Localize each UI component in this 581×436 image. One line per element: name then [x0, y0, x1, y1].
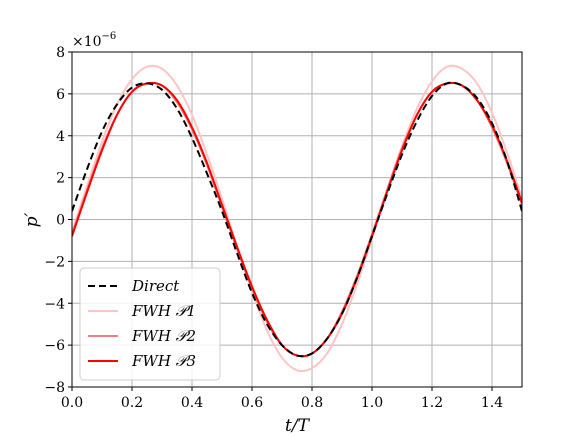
series-lines [72, 64, 522, 373]
x-axis-label: t/T [285, 416, 311, 436]
direct-series-line [72, 81, 522, 358]
legend-label: FWH 𝒫2 [131, 327, 196, 345]
y-tick-label: −4 [44, 296, 65, 312]
x-tick-label: 0.8 [301, 395, 323, 411]
legend-entry-fwh-p2: FWH 𝒫2 [88, 327, 196, 345]
x-tick-label: 0.0 [61, 395, 83, 411]
legend-label: Direct [131, 277, 180, 295]
x-tick-label: 1.2 [421, 395, 443, 411]
y-scale-factor: ×10−6 [72, 31, 116, 50]
x-tick-label: 1.0 [361, 395, 383, 411]
x-tick-label: 0.4 [181, 395, 203, 411]
y-tick-label: 8 [56, 45, 65, 61]
axis-ticks: 0.0 0.2 0.4 0.6 0.8 1.0 1.2 1.4 −8 −6 −4 −2 0 2 4 6 8 [44, 45, 503, 411]
x-tick-label: 0.2 [121, 395, 143, 411]
x-tick-label: 0.6 [241, 395, 263, 411]
y-tick-label: 6 [56, 87, 65, 103]
legend-entry-fwh-p3: FWH 𝒫3 [88, 352, 196, 370]
fwh-p1-series-line [72, 64, 522, 373]
legend-entry-fwh-p1: FWH 𝒫1 [88, 302, 196, 320]
y-tick-label: −2 [44, 254, 65, 270]
legend-label: FWH 𝒫1 [131, 302, 196, 320]
y-tick-label: 0 [56, 213, 65, 229]
y-tick-label: 2 [56, 171, 65, 187]
y-tick-label: −6 [44, 338, 65, 354]
legend: Direct FWH 𝒫1 FWH 𝒫2 FWH 𝒫3 [79, 267, 221, 381]
y-axis-label: p′ [22, 212, 42, 227]
legend-label: FWH 𝒫3 [131, 352, 196, 370]
x-tick-label: 1.4 [481, 395, 503, 411]
legend-entry-direct: Direct [88, 277, 180, 295]
y-tick-label: 4 [56, 129, 65, 145]
legend-box [79, 267, 221, 381]
y-tick-label: −8 [44, 380, 65, 396]
